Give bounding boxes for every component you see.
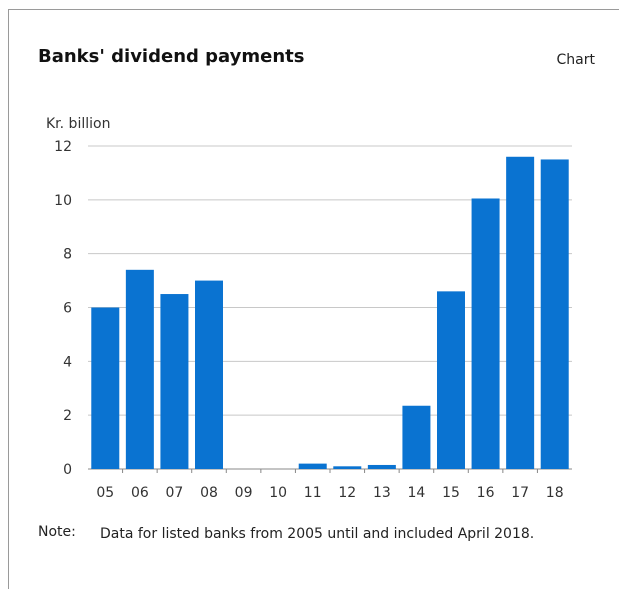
bar-05 (91, 307, 120, 469)
x-tick-label: 06 (131, 485, 149, 501)
bar-16 (471, 198, 500, 470)
x-tick-label: 11 (304, 485, 322, 501)
x-tick-label: 15 (442, 485, 460, 501)
x-tick-label: 14 (408, 485, 426, 501)
y-tick-label: 6 (63, 301, 72, 317)
x-tick-label: 18 (546, 485, 564, 501)
bar-06 (125, 269, 154, 469)
bar-14 (402, 405, 431, 469)
bar-18 (540, 159, 569, 470)
x-tick-label: 05 (96, 485, 114, 501)
x-tick-label: 13 (373, 485, 391, 501)
y-axis-unit-label: Kr. billion (46, 116, 111, 132)
x-tick-label: 09 (235, 485, 253, 501)
note-label: Note: (38, 524, 76, 540)
x-tick-label: 10 (269, 485, 287, 501)
frame-left-border (8, 9, 9, 589)
y-tick-label: 2 (63, 408, 72, 424)
chart-tag: Chart (556, 52, 595, 68)
bar-08 (195, 280, 223, 469)
x-tick-label: 12 (338, 485, 356, 501)
bar-12 (333, 466, 362, 469)
y-tick-label: 0 (63, 462, 72, 478)
y-tick-label: 12 (54, 139, 72, 155)
bar-13 (367, 464, 396, 469)
chart-title: Banks' dividend payments (38, 46, 305, 67)
bar-15 (437, 291, 465, 469)
y-tick-label: 4 (63, 354, 72, 370)
bar-11 (298, 463, 327, 469)
note-text: Data for listed banks from 2005 until an… (100, 526, 535, 542)
bar-17 (506, 156, 535, 469)
x-tick-label: 08 (200, 485, 218, 501)
frame-top-border (8, 9, 619, 10)
bar-07 (160, 294, 189, 469)
x-tick-label: 17 (511, 485, 529, 501)
x-tick-label: 16 (477, 485, 495, 501)
y-tick-label: 8 (63, 247, 72, 263)
y-tick-label: 10 (54, 193, 72, 209)
x-tick-label: 07 (166, 485, 184, 501)
